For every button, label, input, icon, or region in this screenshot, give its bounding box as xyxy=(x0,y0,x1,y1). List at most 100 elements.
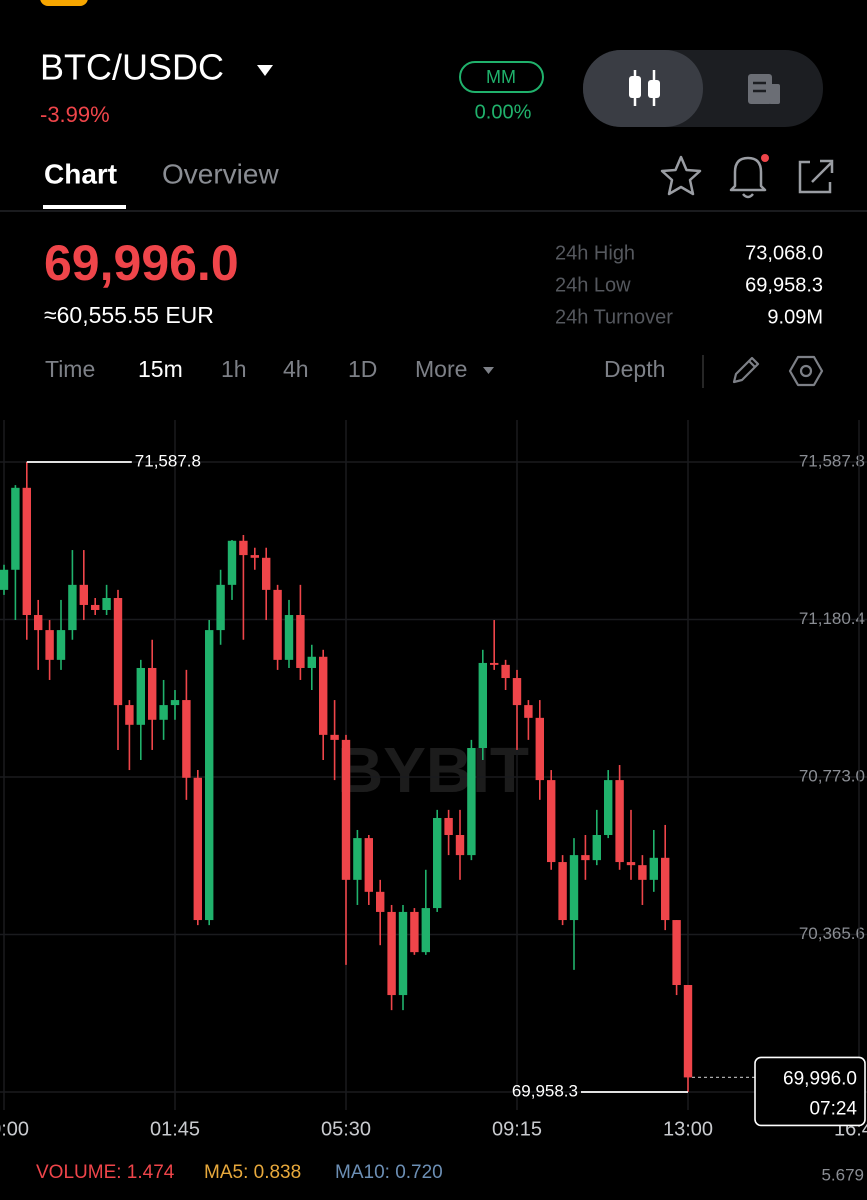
candle-body xyxy=(455,834,465,856)
stat-label: 24h Turnover xyxy=(555,306,673,328)
interval[interactable]: 4h xyxy=(283,356,309,382)
candle-body xyxy=(79,584,88,605)
interval[interactable]: 1D xyxy=(348,356,377,382)
candle-body xyxy=(216,584,225,631)
y-tick-label: 70,365.6 xyxy=(799,924,865,943)
candle-body xyxy=(250,555,259,558)
candle-body xyxy=(182,700,191,778)
candle-body xyxy=(284,615,294,660)
pair-name[interactable]: BTC/USDC xyxy=(40,47,224,88)
candle-body xyxy=(364,838,373,892)
candle-body xyxy=(558,862,567,921)
candle-body xyxy=(683,985,693,1078)
mm-label: MM xyxy=(486,67,516,87)
stat-value: 69,958.3 xyxy=(745,274,823,296)
candle-body xyxy=(159,705,168,720)
candle-body xyxy=(136,667,145,725)
candle-body xyxy=(193,777,202,921)
candle-body xyxy=(341,739,351,880)
stat-value: 9.09M xyxy=(767,306,823,328)
volume-axis-max: 5.679 xyxy=(821,1165,864,1184)
toggle-chart[interactable] xyxy=(583,50,703,127)
candle-body xyxy=(68,584,77,631)
candle-body xyxy=(592,834,601,861)
candle-body xyxy=(467,748,476,856)
price-change: -3.99% xyxy=(40,102,110,127)
candle-body xyxy=(319,656,328,735)
volume-label: VOLUME: 1.474 xyxy=(36,1162,175,1183)
candlestick-chart: 71,587.8 71,180.4 70,773.0 70,365.6 69,958.3… xyxy=(0,420,867,1140)
candle-body xyxy=(330,734,339,740)
candle-body xyxy=(421,908,430,953)
candle-body xyxy=(410,911,419,953)
candle-body xyxy=(34,615,43,631)
candle-body xyxy=(11,487,20,570)
interval-more[interactable]: More xyxy=(415,356,467,382)
candle-body xyxy=(125,705,134,725)
status-icon xyxy=(40,0,88,6)
x-tick-label: 00:00 xyxy=(0,1118,29,1140)
last-price-tag xyxy=(754,1056,866,1127)
candle-body xyxy=(672,920,681,986)
ma10-label: MA10: 0.720 xyxy=(335,1162,443,1183)
interval-active[interactable]: 15m xyxy=(138,356,183,382)
tab-underline xyxy=(43,205,126,209)
more-arrow xyxy=(483,367,494,374)
candle-body xyxy=(535,717,544,781)
alert-icon[interactable] xyxy=(729,154,769,199)
candle-body xyxy=(353,838,362,880)
settings-icon[interactable] xyxy=(788,355,824,387)
candle-body xyxy=(205,630,214,921)
candle-body xyxy=(227,540,237,585)
candle-body xyxy=(569,855,579,921)
candle-body xyxy=(262,557,271,590)
draw-icon[interactable] xyxy=(732,356,760,384)
depth[interactable]: Depth xyxy=(604,356,665,382)
candle-body xyxy=(273,589,282,660)
candle-body xyxy=(649,857,658,880)
y-tick-label: 71,180.4 xyxy=(799,609,865,628)
candle-body xyxy=(91,604,100,610)
candle-body xyxy=(661,857,670,921)
x-tick-label: 01:45 xyxy=(150,1118,200,1140)
mm-badge[interactable] xyxy=(459,61,544,93)
stat-value: 73,068.0 xyxy=(745,242,823,264)
candle-body xyxy=(148,667,157,720)
candle-body xyxy=(0,569,9,590)
favorite-icon[interactable] xyxy=(660,155,702,196)
candle-body xyxy=(615,780,624,863)
y-tick-label: 71,587.8 xyxy=(799,451,865,470)
candle-body xyxy=(102,597,111,610)
pair-dropdown[interactable] xyxy=(257,65,273,76)
extreme-marker-label: 71,587.8 xyxy=(135,451,201,470)
candle-body xyxy=(501,664,510,679)
candle-body xyxy=(547,780,556,863)
candle-body xyxy=(604,780,613,835)
last-price: 69,996.0 xyxy=(44,235,239,291)
candle-body xyxy=(56,630,66,660)
candle-body xyxy=(170,700,180,706)
candle-body xyxy=(433,817,442,909)
interval[interactable]: Time xyxy=(45,356,95,382)
candle-body xyxy=(398,911,408,996)
share-icon[interactable] xyxy=(798,159,834,194)
toggle-info[interactable] xyxy=(748,74,780,104)
candle-body xyxy=(45,630,54,660)
candle-body xyxy=(490,662,499,665)
tab-chart[interactable]: Chart xyxy=(44,158,117,189)
last-price-label: 69,996.0 xyxy=(783,1068,857,1089)
interval[interactable]: 1h xyxy=(221,356,247,382)
candle-body xyxy=(512,678,522,706)
candle-body xyxy=(376,891,385,912)
x-tick-label: 05:30 xyxy=(321,1118,371,1140)
stat-label: 24h Low xyxy=(555,274,631,296)
tab-overview[interactable]: Overview xyxy=(162,158,279,189)
y-tick-label: 70,773.0 xyxy=(799,766,865,785)
candle-body xyxy=(444,817,453,835)
x-tick-label: 13:00 xyxy=(663,1118,713,1140)
extreme-marker-label: 69,958.3 xyxy=(512,1081,578,1100)
x-tick-label: 09:15 xyxy=(492,1118,542,1140)
candle-body xyxy=(239,540,248,556)
watermark: BYBIT xyxy=(337,734,529,806)
